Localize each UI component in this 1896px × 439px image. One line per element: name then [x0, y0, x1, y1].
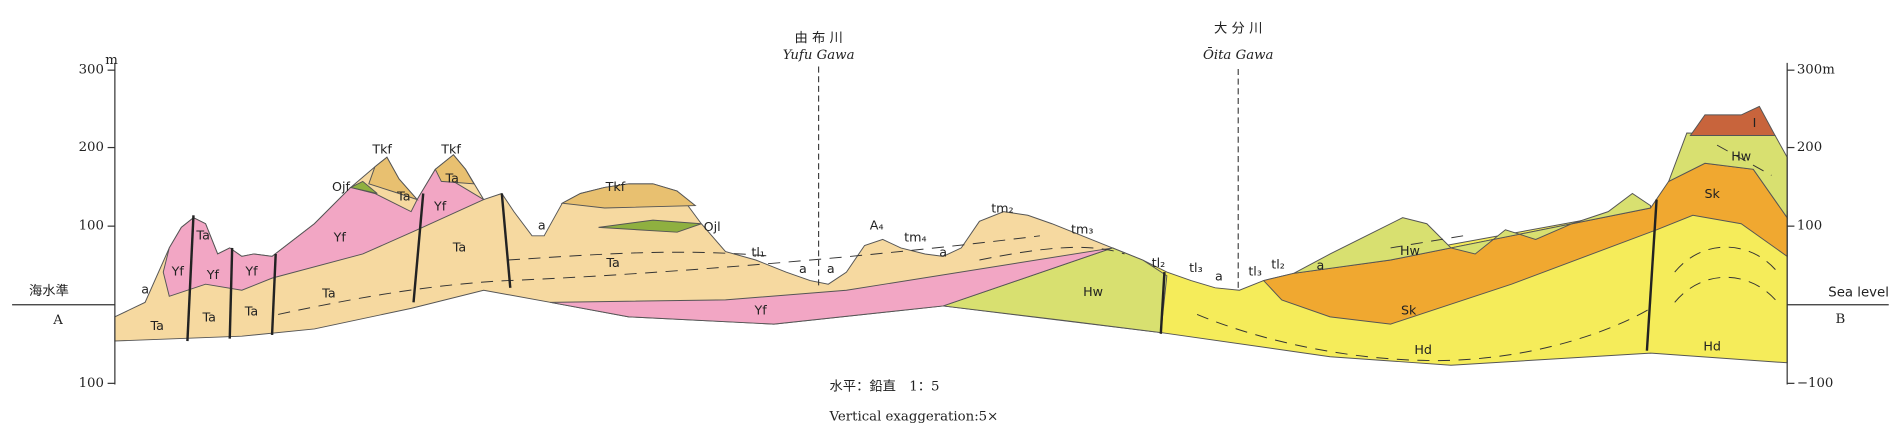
- unit-label: tl₃: [1248, 264, 1262, 279]
- tick-label: 100: [1797, 219, 1822, 234]
- tick-label: 300: [79, 63, 104, 78]
- unit-label: Hw: [1400, 243, 1420, 258]
- unit-label: a: [1215, 268, 1223, 283]
- layer-yf: [162, 168, 485, 297]
- unit-label: a: [939, 244, 947, 259]
- unit-label: Sk: [1401, 302, 1417, 317]
- unit-label: Ta: [445, 170, 459, 185]
- end-label: A: [52, 313, 63, 328]
- tick-label: 200: [1797, 140, 1822, 155]
- layer-tkf: [434, 154, 475, 185]
- unit-label: I: [1753, 115, 1757, 130]
- river-name: 大 分 川: [1214, 21, 1262, 37]
- unit-label: tm₄: [904, 230, 926, 245]
- unit-label: Tkf: [371, 141, 392, 156]
- scale-note: Vertical exaggeration:5×: [829, 410, 999, 425]
- layer-ojf: [349, 180, 378, 194]
- unit-label: a: [1317, 258, 1325, 273]
- unit-label: a: [141, 282, 149, 297]
- layer-i: [1689, 105, 1776, 136]
- unit-label: a: [799, 261, 807, 276]
- unit-label: Hw: [1731, 149, 1751, 164]
- unit-label: Yf: [333, 230, 347, 245]
- unit-label: tl₂: [1152, 255, 1166, 270]
- unit: m: [105, 53, 118, 68]
- layer-tkf: [368, 156, 419, 201]
- unit-label: Ta: [321, 285, 335, 300]
- unit-label: tm₃: [1071, 221, 1093, 236]
- unit-label: tl₃: [1189, 260, 1203, 275]
- river-name: 由 布 川: [794, 30, 842, 46]
- unit-label: Yf: [753, 302, 767, 317]
- unit-label: Ta: [149, 318, 163, 333]
- unit-label: Tkf: [605, 179, 626, 194]
- unit-label: Ta: [244, 304, 258, 319]
- unit-label: tm₂: [991, 201, 1013, 216]
- unit-label: A₄: [870, 218, 884, 233]
- unit-label: Hd: [1414, 342, 1432, 357]
- fault: [186, 215, 195, 342]
- strata-line: [1196, 307, 1651, 362]
- tick-label: 100: [79, 219, 104, 234]
- scale-ratio: 水平：鉛直 1：5: [830, 378, 940, 394]
- unit-label: a: [827, 261, 835, 276]
- layer-tkf: [560, 183, 697, 209]
- river-romaji: Yufu Gawa: [783, 48, 855, 63]
- unit-label: Tkf: [440, 141, 461, 156]
- unit-label: Ta: [452, 239, 466, 254]
- unit-label: Ojl: [704, 219, 721, 234]
- river-romaji: Ōita Gawa: [1203, 47, 1274, 63]
- fault: [1159, 272, 1166, 334]
- tick-label: 200: [79, 140, 104, 155]
- fault: [412, 193, 425, 303]
- strata-line: [1674, 276, 1778, 303]
- unit-label: tl₁: [751, 244, 765, 259]
- strata-line: [1674, 246, 1778, 273]
- unit-label: a: [538, 218, 546, 233]
- end-label: B: [1835, 312, 1845, 327]
- unit-label: Yf: [206, 267, 220, 282]
- unit-label: Yf: [171, 264, 185, 279]
- strata-line: [1716, 144, 1772, 176]
- layer-hw: [1293, 192, 1652, 274]
- layer-ojl: [598, 219, 702, 233]
- unit-label: Ta: [396, 189, 410, 204]
- sea-level-label: Sea level: [1828, 286, 1889, 301]
- unit-label: Ta: [195, 227, 209, 242]
- unit-label: Hd: [1703, 339, 1721, 354]
- strata-line: [979, 246, 1125, 261]
- fault: [1645, 199, 1658, 351]
- tick-label: −100: [1797, 376, 1834, 391]
- strata-line: [507, 251, 774, 261]
- unit-label: Yf: [433, 198, 447, 213]
- unit-label: Ta: [605, 255, 619, 270]
- unit-label: Hw: [1083, 284, 1103, 299]
- unit-label: Ta: [201, 310, 215, 325]
- fault: [228, 247, 234, 339]
- tick-label: 100: [79, 376, 104, 391]
- layer-yf: [550, 247, 1113, 325]
- sea-level-label: 海水準: [29, 283, 69, 299]
- tick-label: 300m: [1797, 63, 1835, 78]
- fault: [270, 253, 277, 336]
- unit-label: Yf: [244, 264, 258, 279]
- unit-label: Sk: [1705, 186, 1721, 201]
- unit-label: Ojf: [332, 179, 351, 194]
- fault: [500, 193, 512, 288]
- unit-label: tl₂: [1271, 256, 1285, 271]
